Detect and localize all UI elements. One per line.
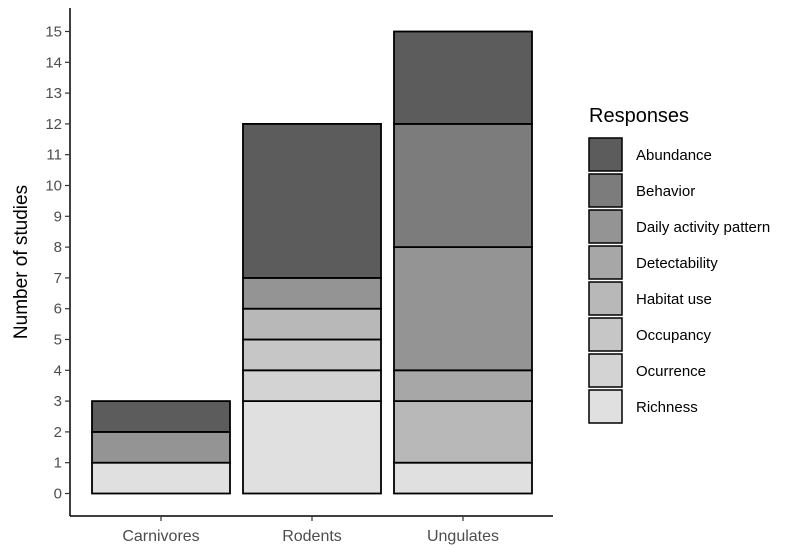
bars-layer [91, 30, 533, 495]
legend-key [588, 173, 623, 208]
legend-label: Ocurrence [636, 363, 706, 380]
x-tick-label: Rodents [282, 528, 342, 545]
bar-segment [242, 307, 382, 341]
y-tick-label: 4 [54, 362, 62, 379]
legend: Responses Abundance Behavior Daily activit… [588, 105, 770, 424]
legend-label: Abundance [636, 147, 712, 164]
bar-segment [91, 400, 231, 433]
y-tick-label: 9 [54, 208, 62, 225]
bar-segment [393, 400, 533, 464]
bar-segment [393, 123, 533, 248]
bar-segment [393, 369, 533, 402]
y-tick-label: 0 [54, 486, 62, 503]
y-tick-label: 5 [54, 332, 62, 349]
y-tick-label: 15 [45, 24, 62, 41]
bar-segment [91, 430, 231, 464]
y-tick-label: 2 [54, 424, 62, 441]
legend-key [588, 281, 623, 316]
x-tick-label: Ungulates [427, 528, 499, 545]
y-tick-label: 6 [54, 301, 62, 318]
bar-segment [91, 461, 231, 495]
bar-segment [242, 123, 382, 279]
bar-segment [242, 338, 382, 372]
bar-segment [393, 461, 533, 495]
legend-key [588, 389, 623, 424]
y-axis-title: Number of studies [11, 185, 32, 339]
legend-label: Occupancy [636, 327, 712, 344]
legend-key [588, 137, 623, 172]
y-tick-label: 7 [54, 270, 62, 287]
y-tick-label: 8 [54, 239, 62, 256]
y-tick-label: 10 [45, 178, 62, 195]
y-tick-label: 1 [54, 455, 62, 472]
legend-title: Responses [589, 105, 689, 127]
legend-key [588, 209, 623, 244]
x-tick-label: Carnivores [122, 528, 199, 545]
y-tick-label: 3 [54, 393, 62, 410]
bar-segment [242, 400, 382, 495]
legend-label: Habitat use [636, 291, 712, 308]
legend-label: Richness [636, 399, 698, 416]
legend-label: Daily activity pattern [636, 219, 770, 236]
bar-segment [393, 246, 533, 372]
bar-segment [242, 369, 382, 402]
x-axis-ticks: Carnivores Rodents Ungulates [122, 516, 499, 545]
legend-key [588, 245, 623, 280]
bar-segment [242, 276, 382, 310]
legend-items: Abundance Behavior Daily activity pattern D… [588, 137, 770, 424]
legend-key [588, 353, 623, 388]
legend-label: Behavior [636, 183, 695, 200]
legend-key [588, 317, 623, 352]
y-tick-label: 13 [45, 85, 62, 102]
legend-label: Detectability [636, 255, 718, 272]
y-tick-label: 14 [45, 54, 62, 71]
y-tick-label: 11 [46, 147, 62, 164]
y-tick-label: 12 [45, 116, 62, 133]
bar-segment [393, 30, 533, 125]
